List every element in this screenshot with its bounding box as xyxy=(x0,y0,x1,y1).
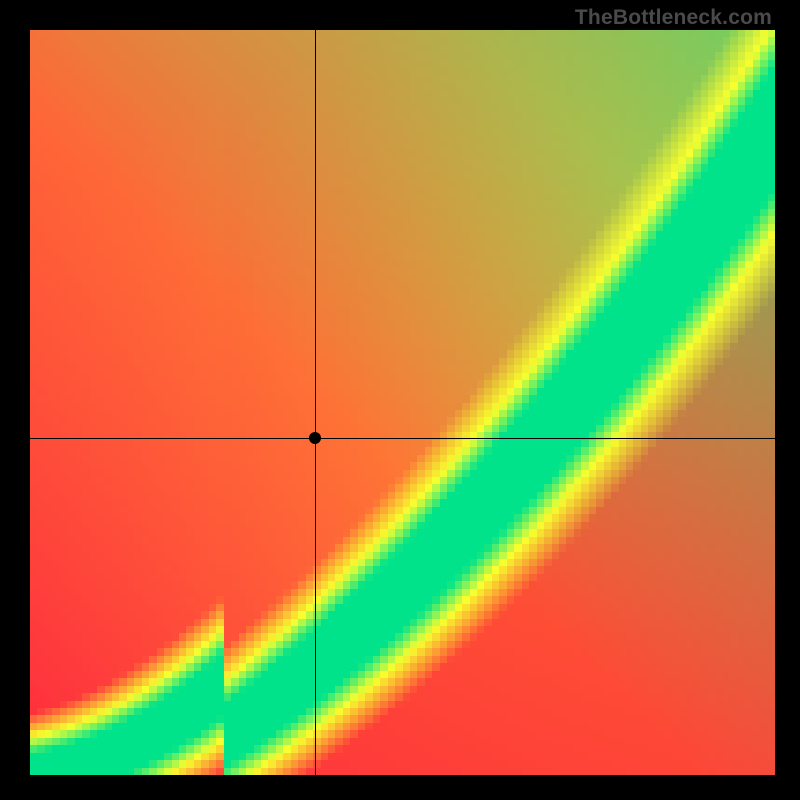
watermark-text: TheBottleneck.com xyxy=(575,6,772,30)
bottleneck-heatmap xyxy=(30,30,775,775)
